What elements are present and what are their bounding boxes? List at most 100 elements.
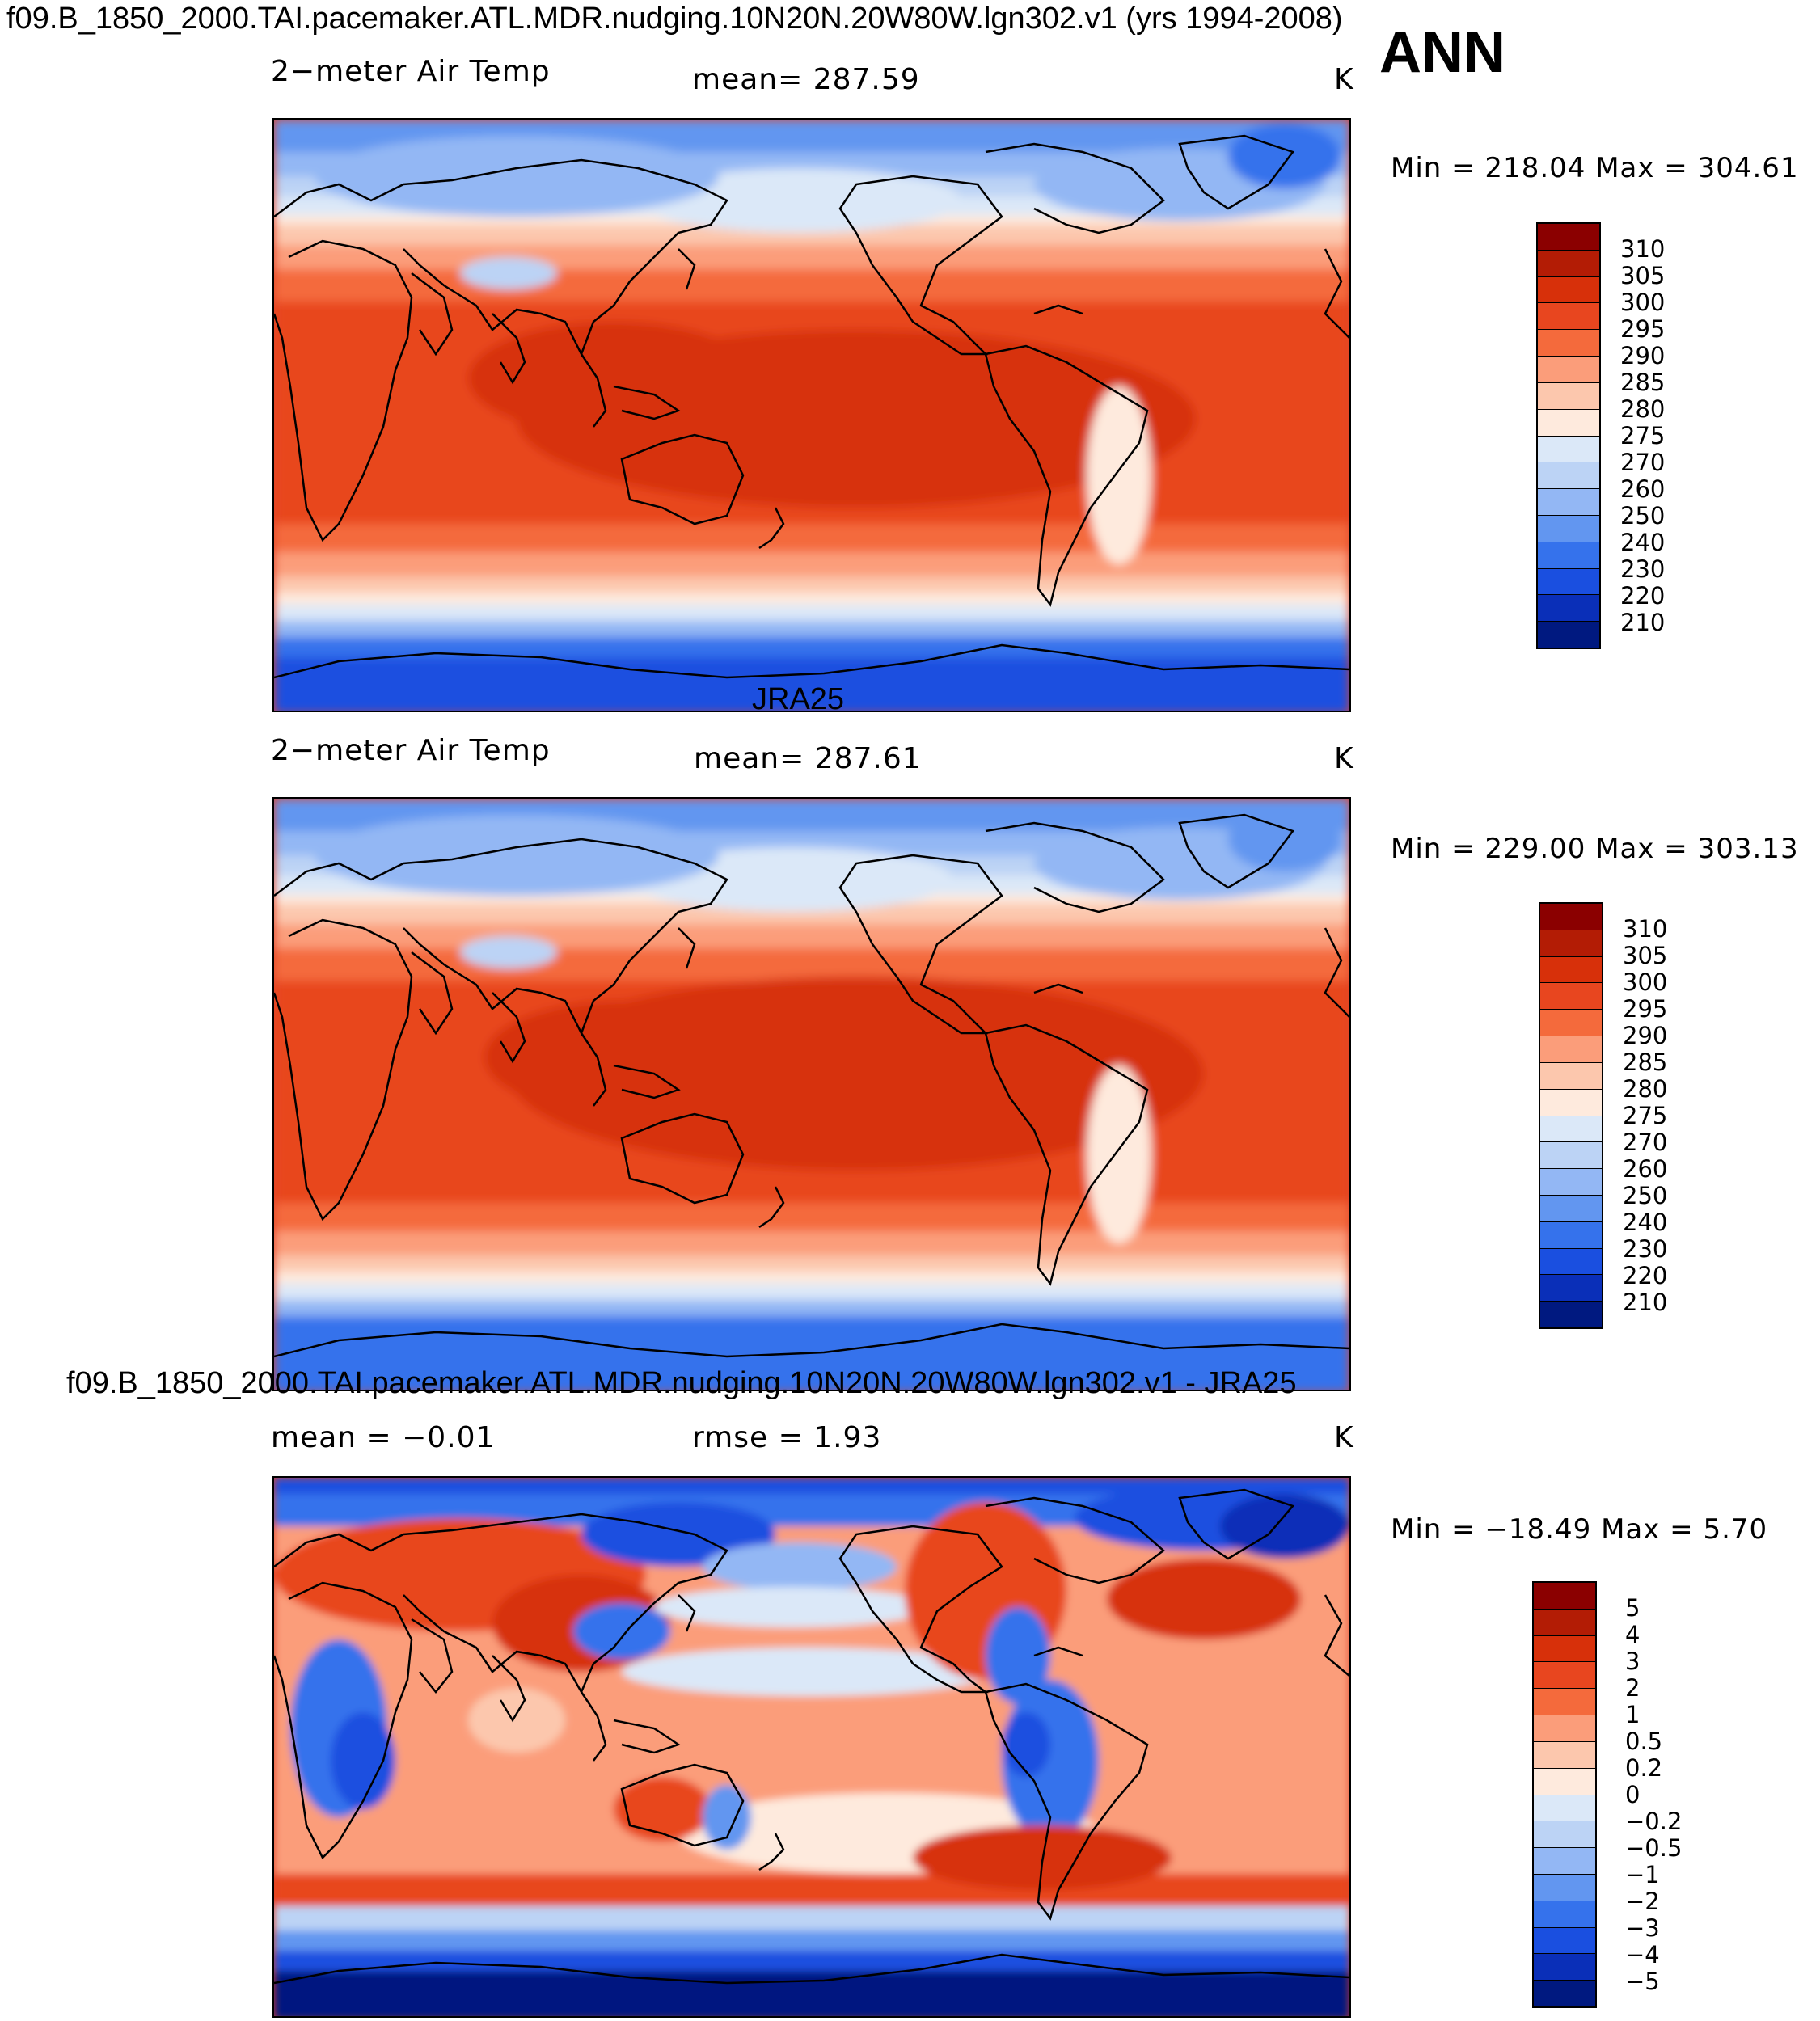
colorbar-swatch: [1538, 276, 1599, 303]
colorbar-swatch: [1540, 904, 1602, 930]
colorbar-swatch: [1538, 356, 1599, 382]
panel-minmax: Min = 229.00 Max = 303.13: [1391, 833, 1799, 865]
colorbar-difference: [1532, 1581, 1597, 2008]
colorbar-tick-label: 240: [1623, 1209, 1668, 1236]
colorbar-swatch: [1538, 514, 1599, 542]
colorbar-tick-label: 270: [1620, 449, 1666, 476]
colorbar-swatch: [1538, 567, 1599, 595]
colorbar-swatch: [1534, 1900, 1595, 1927]
colorbar-tick-label: 290: [1623, 1022, 1668, 1049]
colorbar-swatch: [1540, 956, 1602, 983]
colorbar-swatch: [1540, 1274, 1602, 1302]
colorbar-tick-label: 305: [1620, 262, 1666, 289]
colorbar-tick-label: 310: [1623, 915, 1668, 943]
panel-heading: f09.B_1850_2000.TAI.pacemaker.ATL.MDR.nu…: [66, 1366, 1297, 1400]
colorbar-swatch: [1538, 382, 1599, 409]
colorbar-tick-label: 2: [1625, 1674, 1641, 1702]
colorbar-swatch: [1534, 1821, 1595, 1848]
map-field: [274, 799, 1349, 1390]
colorbar-tick-label: −0.2: [1625, 1808, 1683, 1835]
colorbar-tick-label: 310: [1620, 235, 1666, 263]
colorbar-tick-label: 250: [1623, 1182, 1668, 1209]
panel-minmax: Min = −18.49 Max = 5.70: [1391, 1513, 1768, 1546]
colorbar-swatch: [1538, 462, 1599, 489]
colorbar-tick-label: 1: [1625, 1701, 1641, 1728]
colorbar-swatch: [1538, 488, 1599, 515]
colorbar-tick-label: 290: [1620, 342, 1666, 369]
colorbar-swatch: [1538, 541, 1599, 568]
colorbar-tick-label: −0.5: [1625, 1834, 1683, 1862]
colorbar-swatch: [1540, 1168, 1602, 1195]
colorbar-swatch: [1534, 1583, 1595, 1609]
colorbar-swatch: [1540, 1221, 1602, 1248]
panel-center-label: mean= 287.59: [692, 63, 920, 96]
colorbar-swatch: [1534, 1635, 1595, 1662]
colorbar-tick-label: 300: [1623, 968, 1668, 996]
colorbar-tick-label: −3: [1625, 1914, 1660, 1942]
season-label: ANN: [1379, 20, 1505, 85]
colorbar-swatch: [1538, 408, 1599, 436]
colorbar-tick-label: 240: [1620, 529, 1666, 556]
colorbar-swatch: [1540, 929, 1602, 956]
colorbar-swatch: [1534, 1740, 1595, 1768]
colorbar-swatch: [1538, 435, 1599, 462]
colorbar-swatch: [1540, 1036, 1602, 1062]
page-title: f09.B_1850_2000.TAI.pacemaker.ATL.MDR.nu…: [6, 2, 1343, 36]
colorbar-tick-label: 285: [1623, 1048, 1668, 1076]
colorbar-swatch: [1534, 1847, 1595, 1874]
colorbar-swatch: [1534, 1926, 1595, 1954]
panel-units: K: [1334, 1421, 1354, 1454]
colorbar-tick-label: 295: [1623, 995, 1668, 1023]
colorbar-swatch: [1540, 1009, 1602, 1036]
colorbar-swatch: [1534, 1661, 1595, 1689]
map-field: [274, 120, 1349, 711]
colorbar-tick-label: 220: [1620, 582, 1666, 610]
colorbar-swatch: [1540, 1141, 1602, 1169]
colorbar-tick-label: −4: [1625, 1941, 1660, 1968]
colorbar-swatch: [1534, 1794, 1595, 1821]
colorbar-swatch: [1538, 621, 1599, 648]
colorbar-swatch: [1534, 1873, 1595, 1901]
colorbar-tick-label: 280: [1623, 1075, 1668, 1103]
colorbar-swatch: [1540, 1194, 1602, 1221]
colorbar-tick-label: 0.2: [1625, 1754, 1663, 1782]
colorbar-swatch: [1540, 1061, 1602, 1089]
colorbar-tick-label: 250: [1620, 502, 1666, 530]
colorbar-swatch: [1540, 1247, 1602, 1275]
panel-center-label: rmse = 1.93: [692, 1421, 882, 1454]
colorbar-swatch: [1534, 1767, 1595, 1795]
map-difference: [272, 1476, 1351, 2018]
colorbar-tick-label: 4: [1625, 1621, 1641, 1648]
colorbar-swatch: [1540, 1301, 1602, 1327]
colorbar-tick-label: −5: [1625, 1968, 1660, 1995]
map-jra25-temperature: [272, 797, 1351, 1391]
panel-left-label: 2−meter Air Temp: [271, 55, 551, 88]
map-field: [274, 1478, 1349, 2016]
panel-left-label: mean = −0.01: [271, 1421, 496, 1454]
colorbar-tick-label: 230: [1620, 555, 1666, 583]
map-model-temperature: [272, 118, 1351, 712]
panel-heading: JRA25: [752, 682, 845, 716]
colorbar-tick-label: 5: [1625, 1594, 1641, 1622]
panel-units: K: [1334, 63, 1354, 96]
colorbar-swatch: [1540, 1088, 1602, 1116]
colorbar-tick-label: 260: [1620, 475, 1666, 503]
colorbar-swatch: [1540, 982, 1602, 1010]
colorbar-jra25: [1539, 902, 1603, 1329]
colorbar-tick-label: 280: [1620, 395, 1666, 423]
colorbar-tick-label: −1: [1625, 1861, 1660, 1888]
colorbar-tick-label: 220: [1623, 1262, 1668, 1289]
colorbar-swatch: [1538, 329, 1599, 357]
colorbar-tick-label: 0.5: [1625, 1728, 1663, 1755]
colorbar-tick-label: 210: [1623, 1289, 1668, 1316]
colorbar-tick-label: −2: [1625, 1888, 1660, 1915]
panel-left-label: 2−meter Air Temp: [271, 734, 551, 767]
colorbar-tick-label: 3: [1625, 1648, 1641, 1675]
colorbar-tick-label: 300: [1620, 289, 1666, 316]
colorbar-tick-label: 270: [1623, 1129, 1668, 1156]
colorbar-swatch: [1538, 302, 1599, 330]
colorbar-tick-label: 260: [1623, 1155, 1668, 1183]
colorbar-tick-label: 305: [1623, 942, 1668, 969]
colorbar-model: [1536, 222, 1601, 649]
colorbar-swatch: [1534, 1608, 1595, 1635]
